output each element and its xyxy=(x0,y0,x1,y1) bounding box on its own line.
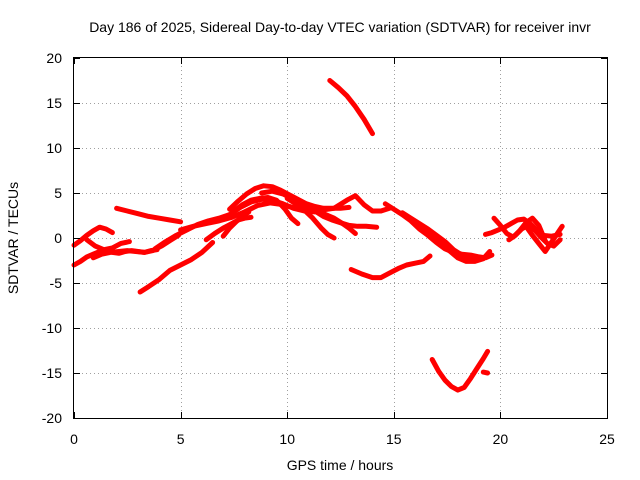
series-line-s8 xyxy=(178,193,392,233)
x-tick-label: 25 xyxy=(599,431,615,447)
series-line-s22 xyxy=(480,369,491,376)
y-tick-label: 5 xyxy=(54,185,62,201)
series-line-s5 xyxy=(114,205,184,225)
plot-frame xyxy=(73,57,608,419)
x-tick-labels: 0 5 10 15 20 25 xyxy=(70,431,615,447)
series-line-s10 xyxy=(231,195,301,227)
x-tick-label: 0 xyxy=(70,431,78,447)
x-tick-label: 10 xyxy=(279,431,295,447)
series-line-s2 xyxy=(71,224,115,248)
series-line-s17 xyxy=(348,253,433,281)
y-tick-label: 20 xyxy=(46,50,62,66)
y-tick-label: -10 xyxy=(42,320,62,336)
series-line-s20 xyxy=(412,221,493,264)
series-line-s26 xyxy=(523,223,565,254)
series-line-s3 xyxy=(84,237,132,253)
series-line-s19 xyxy=(399,210,482,263)
series-line-s6 xyxy=(137,240,216,295)
y-tick-label: -5 xyxy=(50,275,63,291)
grid xyxy=(74,58,607,418)
y-tick-label: 15 xyxy=(46,95,62,111)
series-line-s21 xyxy=(429,348,491,393)
y-tick-label: 10 xyxy=(46,140,62,156)
x-tick-label: 20 xyxy=(493,431,509,447)
x-axis-label: GPS time / hours xyxy=(287,457,394,473)
x-tick-label: 15 xyxy=(386,431,402,447)
series-line-s13 xyxy=(314,208,358,236)
x-tick-label: 5 xyxy=(177,431,185,447)
y-tick-label: -15 xyxy=(42,365,62,381)
series-group xyxy=(71,78,565,393)
series-line-s11 xyxy=(259,188,380,230)
series-line-s16 xyxy=(327,78,375,137)
series-line-s4 xyxy=(90,232,181,261)
y-tick-label: 0 xyxy=(54,230,62,246)
series-line-s15 xyxy=(220,209,252,239)
ticks xyxy=(74,58,608,419)
series-line-s12 xyxy=(284,195,337,241)
chart-title: Day 186 of 2025, Sidereal Day-to-day VTE… xyxy=(89,19,591,35)
y-tick-labels: -20 -15 -10 -5 0 5 10 15 20 xyxy=(42,50,62,426)
y-axis-label: SDTVAR / TECUs xyxy=(5,182,21,294)
y-tick-label: -20 xyxy=(42,410,62,426)
